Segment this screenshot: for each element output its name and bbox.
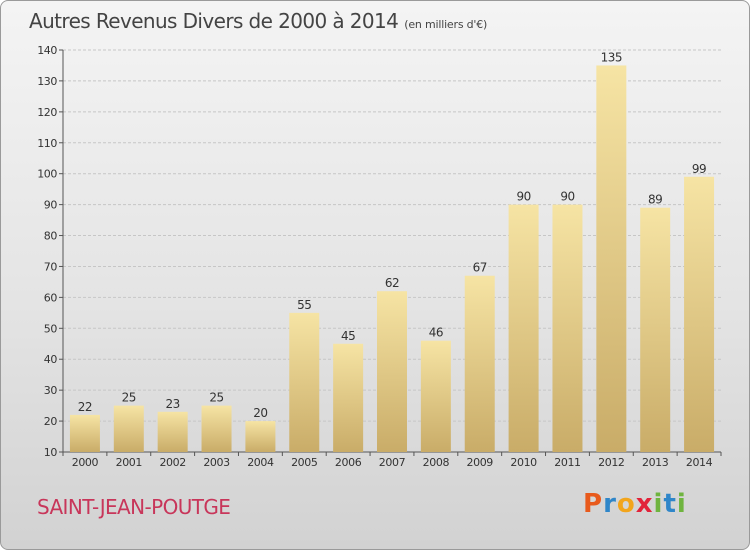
chart-title: Autres Revenus Divers de 2000 à 2014 (29, 9, 399, 33)
y-tick-label: 100 (37, 168, 57, 181)
y-tick-label: 30 (44, 384, 58, 397)
bar-2013 (640, 207, 671, 452)
y-tick-label: 40 (44, 353, 58, 366)
data-label-2002: 23 (166, 397, 180, 411)
bar-2009 (464, 275, 495, 452)
y-tick-label: 120 (37, 106, 57, 119)
x-tick-label-2010: 2010 (510, 456, 537, 469)
y-tick-label: 10 (44, 446, 58, 459)
x-tick-label-2004: 2004 (247, 456, 274, 469)
logo-letter: i (653, 489, 664, 519)
y-tick-label: 130 (37, 75, 57, 88)
y-tick-label: 80 (44, 230, 58, 243)
x-tick-label-2000: 2000 (72, 456, 99, 469)
x-tick-label-2013: 2013 (642, 456, 669, 469)
bar-2010 (508, 204, 539, 452)
data-label-2011: 90 (560, 190, 574, 204)
logo-letter: t (663, 489, 677, 519)
bar-2004 (245, 421, 276, 452)
logo-letter: o (616, 489, 636, 519)
x-tick-label-2014: 2014 (686, 456, 713, 469)
y-tick-label: 20 (44, 415, 58, 428)
x-tick-label-2006: 2006 (335, 456, 362, 469)
x-tick-label-2007: 2007 (379, 456, 406, 469)
y-tick-label: 50 (44, 322, 58, 335)
bar-2011 (552, 204, 583, 452)
y-tick-label: 70 (44, 260, 58, 273)
data-label-2008: 46 (429, 326, 443, 340)
data-label-2014: 99 (692, 162, 706, 176)
x-tick-label-2012: 2012 (598, 456, 624, 469)
data-label-2001: 25 (122, 391, 136, 405)
bar-2008 (420, 340, 451, 452)
data-label-2004: 20 (253, 406, 267, 420)
logo-letter: P (583, 489, 604, 519)
bar-2002 (157, 411, 188, 452)
bar-2003 (201, 405, 232, 452)
data-label-2000: 22 (78, 400, 92, 414)
data-label-2010: 90 (516, 190, 530, 204)
commune-name: SAINT-JEAN-POUTGE (37, 495, 231, 519)
data-label-2013: 89 (648, 193, 662, 207)
chart-subtitle: (en milliers d'€) (404, 18, 488, 31)
data-label-2003: 25 (209, 391, 223, 405)
logo-letter: r (603, 489, 617, 519)
data-label-2007: 62 (385, 276, 399, 290)
data-label-2005: 55 (297, 298, 311, 312)
proxiti-logo: Proxiti (583, 489, 687, 519)
x-tick-label-2005: 2005 (291, 456, 318, 469)
bar-2006 (333, 343, 364, 452)
x-tick-label-2002: 2002 (159, 456, 185, 469)
logo-letter: i (676, 489, 687, 519)
bar-2012 (596, 65, 627, 452)
bar-2000 (69, 414, 100, 452)
x-tick-label-2008: 2008 (423, 456, 450, 469)
chart-title-block: Autres Revenus Divers de 2000 à 2014 (en … (29, 9, 487, 33)
y-tick-label: 60 (44, 291, 58, 304)
x-tick-label-2009: 2009 (467, 456, 494, 469)
bar-2001 (113, 405, 144, 452)
data-label-2012: 135 (601, 50, 622, 64)
x-tick-label-2003: 2003 (203, 456, 230, 469)
bar-2007 (377, 291, 407, 452)
data-label-2009: 67 (473, 261, 487, 275)
data-label-2006: 45 (341, 329, 355, 343)
y-tick-label: 140 (37, 44, 57, 57)
bar-2014 (684, 176, 715, 453)
logo-letter: x (635, 489, 654, 519)
x-tick-label-2011: 2011 (554, 456, 580, 469)
y-tick-label: 110 (37, 137, 57, 150)
x-tick-label-2001: 2001 (116, 456, 142, 469)
bar-2005 (289, 312, 320, 452)
y-tick-label: 90 (44, 199, 58, 212)
